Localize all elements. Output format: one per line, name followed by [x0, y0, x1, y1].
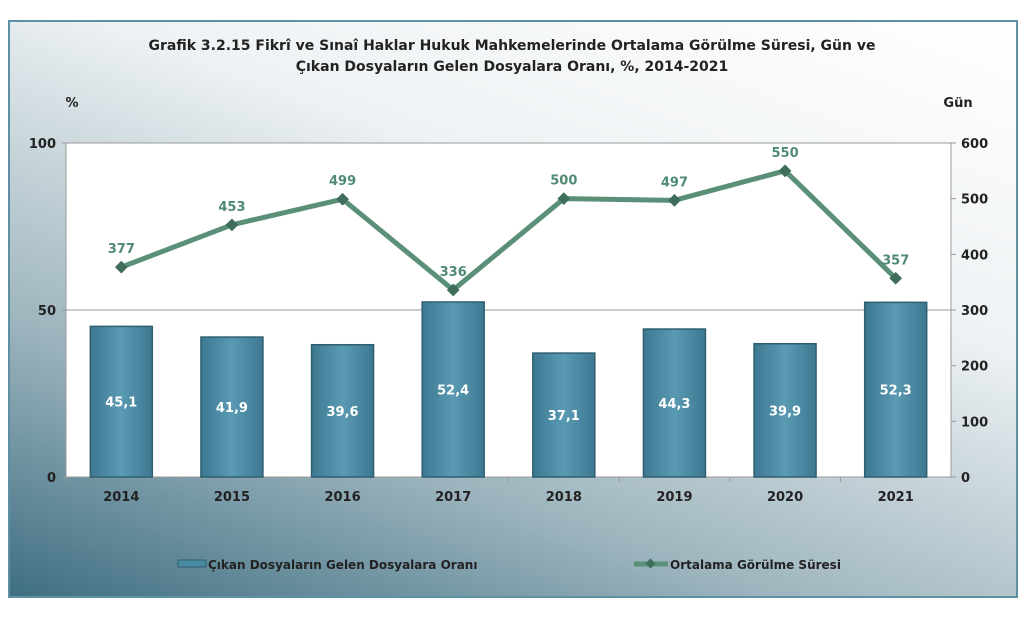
bar-2019: [642, 328, 707, 478]
bar-label-2015: 41,9: [216, 401, 248, 416]
legend-line-label: Ortalama Görülme Süresi: [670, 558, 841, 572]
chart-title-line1: Grafik 3.2.15 Fikrî ve Sınaî Haklar Huku…: [149, 38, 876, 54]
line-label-2015: 453: [218, 200, 245, 215]
x-tick-label: 2014: [103, 490, 139, 505]
x-tick-label: 2021: [878, 490, 914, 505]
x-tick-label: 2016: [324, 490, 360, 505]
bar-2021: [863, 301, 928, 478]
right-tick-label: 0: [961, 471, 970, 486]
right-tick-label: 600: [961, 137, 988, 152]
x-tick-label: 2018: [546, 490, 582, 505]
bar-2018: [532, 352, 596, 478]
line-marker-2015: [225, 218, 239, 232]
line-label-2020: 550: [771, 146, 798, 161]
bar-2014: [89, 325, 154, 478]
line-label-2021: 357: [882, 253, 909, 268]
right-tick-label: 100: [961, 415, 988, 430]
left-tick-label: 50: [38, 304, 56, 319]
line-marker-2014: [114, 260, 128, 274]
legend: Çıkan Dosyaların Gelen Dosyalara Oranı O…: [177, 558, 841, 572]
bar-2016: [310, 343, 375, 478]
line-label-2016: 499: [329, 174, 356, 189]
bar-label-2014: 45,1: [105, 396, 137, 411]
bar-label-2021: 52,3: [880, 384, 912, 399]
bar-2015: [200, 336, 264, 478]
line-label-2019: 497: [661, 175, 688, 190]
x-tick-label: 2015: [214, 490, 250, 505]
line-series: [120, 168, 898, 293]
left-axis-label: %: [65, 96, 78, 111]
left-tick-label: 100: [29, 137, 56, 152]
bar-label-2017: 52,4: [437, 383, 469, 398]
line-marker-2017: [446, 283, 460, 297]
bar-2017: [421, 301, 485, 478]
legend-bar-label: Çıkan Dosyaların Gelen Dosyalara Oranı: [208, 558, 477, 572]
x-tick-label: 2019: [656, 490, 692, 505]
x-tick-label: 2017: [435, 490, 471, 505]
legend-line-marker: [645, 558, 656, 569]
right-tick-label: 400: [961, 248, 988, 263]
line-marker-2016: [336, 192, 349, 206]
line-label-2018: 500: [550, 174, 577, 189]
bar-label-2018: 37,1: [548, 409, 580, 424]
line-label-2017: 336: [440, 265, 467, 280]
chart-title-line2: Çıkan Dosyaların Gelen Dosyalara Oranı, …: [296, 59, 729, 75]
right-tick-label: 500: [961, 193, 988, 208]
right-tick-label: 200: [961, 360, 988, 375]
bar-label-2016: 39,6: [327, 405, 359, 420]
line-label-2014: 377: [108, 242, 135, 257]
right-axis-label: Gün: [943, 96, 972, 111]
x-tick-label: 2020: [767, 490, 803, 505]
legend-bar-swatch: [177, 559, 207, 568]
bar-label-2020: 39,9: [769, 404, 801, 419]
left-tick-label: 0: [47, 471, 56, 486]
right-tick-label: 300: [961, 304, 988, 319]
bar-2020: [753, 342, 817, 478]
bar-label-2019: 44,3: [658, 397, 690, 412]
